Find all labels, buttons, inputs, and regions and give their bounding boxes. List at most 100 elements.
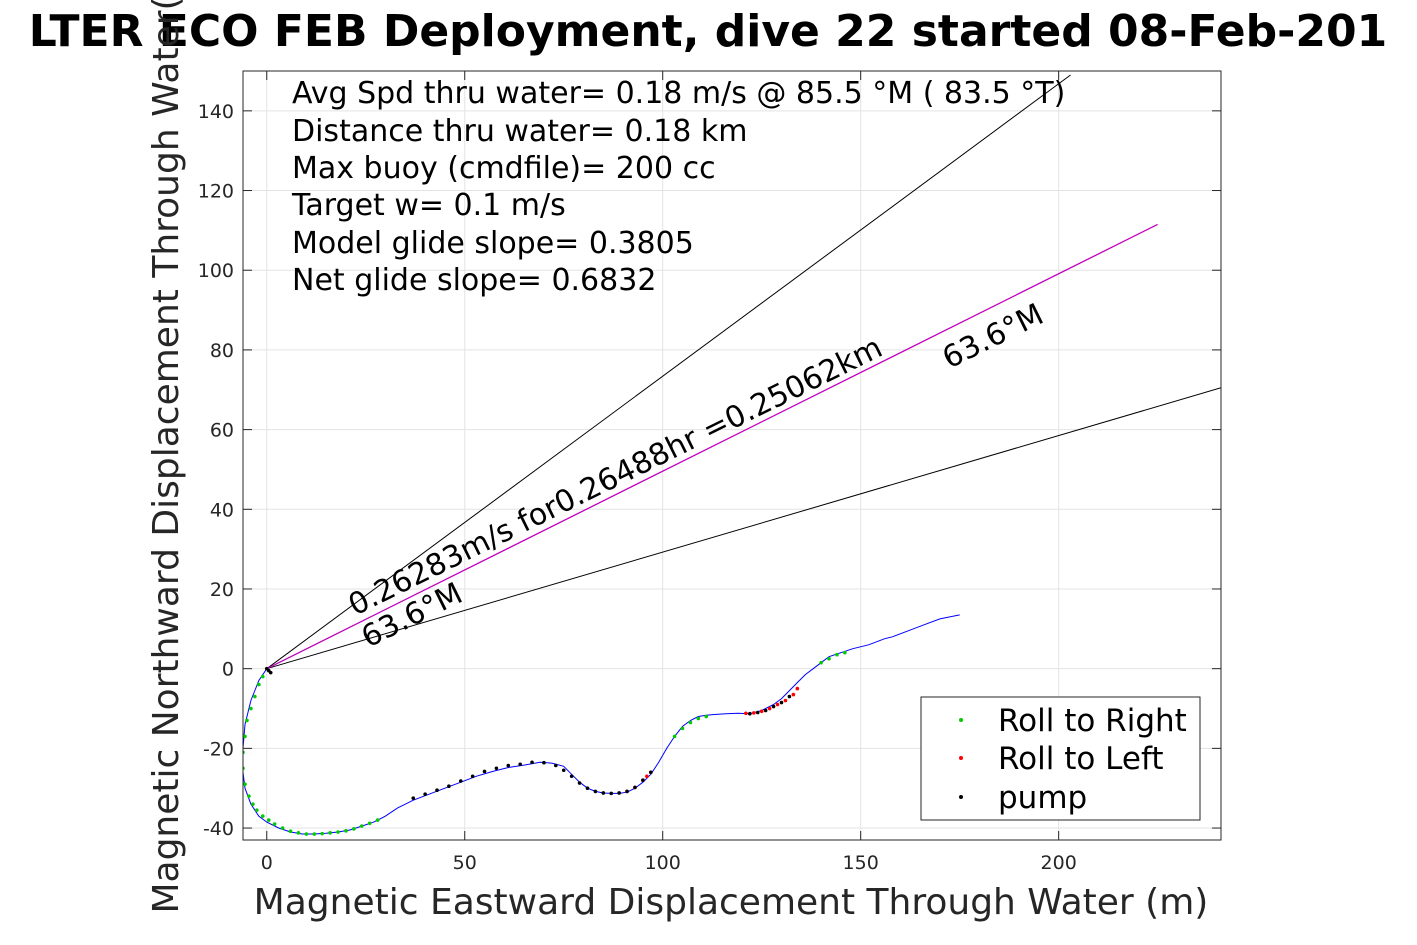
info-avg-speed: Avg Spd thru water= 0.18 m/s @ 85.5 °M (… xyxy=(292,76,1065,111)
roll-right-point xyxy=(255,808,259,812)
pump-point xyxy=(649,770,653,775)
y-tick-label: -40 xyxy=(203,818,234,840)
pump-point xyxy=(411,796,416,800)
roll-right-point xyxy=(243,734,247,739)
roll-right-point xyxy=(245,718,249,723)
roll-left-point xyxy=(795,686,800,691)
roll-right-point xyxy=(375,818,380,822)
roll-right-point xyxy=(253,694,257,699)
roll-right-point xyxy=(304,832,309,836)
pump-point xyxy=(447,784,451,789)
y-tick-label: 40 xyxy=(210,499,234,521)
legend-marker-roll-left xyxy=(959,756,963,760)
roll-right-point xyxy=(296,831,301,835)
roll-left-point xyxy=(783,698,788,703)
roll-right-point xyxy=(243,782,247,787)
grid-lines xyxy=(243,71,1221,840)
pump-point xyxy=(530,760,534,765)
roll-right-point xyxy=(827,656,831,661)
roll-right-point xyxy=(835,652,839,657)
legend-label-roll-right: Roll to Right xyxy=(998,703,1187,739)
cone-line-upper xyxy=(266,74,1071,670)
legend: Roll to Right Roll to Left pump xyxy=(920,696,1201,821)
x-axis-title: Magnetic Eastward Displacement Through W… xyxy=(254,882,1209,923)
roll-right-point xyxy=(251,802,255,806)
pump-point xyxy=(470,774,475,779)
pump-point xyxy=(748,711,752,716)
pump-point xyxy=(494,766,499,771)
roll-left-point xyxy=(775,702,780,707)
pump-point xyxy=(458,779,463,783)
roll-right-point xyxy=(249,706,253,711)
roll-right-point xyxy=(280,826,285,830)
pump-point xyxy=(779,700,784,705)
y-tick-label: 140 xyxy=(198,101,234,123)
pump-point xyxy=(506,763,511,768)
pump-point xyxy=(617,791,621,795)
pump-point xyxy=(423,792,427,796)
chart-title: LTER ECO FEB Deployment, dive 22 started… xyxy=(29,6,1387,57)
pump-point xyxy=(609,791,614,796)
pump-point xyxy=(268,670,273,675)
pump-point xyxy=(763,708,768,713)
legend-box xyxy=(920,696,1201,821)
x-tick-label: 0 xyxy=(261,852,273,874)
x-tick-label: 200 xyxy=(1041,852,1077,874)
x-tick-label: 100 xyxy=(645,852,681,874)
cone-line-lower xyxy=(266,387,1221,670)
pump-point xyxy=(787,694,792,699)
roll-right-point xyxy=(367,821,372,826)
pump-point xyxy=(561,768,566,773)
info-max-buoy: Max buoy (cmdfile)= 200 cc xyxy=(292,151,716,186)
y-tick-label: 120 xyxy=(198,181,234,203)
axis-ticks: 0 50 100 150 200 -40 -20 0 20 40 60 80 100 120 140 xyxy=(198,71,1221,874)
roll-right-point xyxy=(257,682,261,687)
pump-point xyxy=(482,769,487,774)
roll-right-point xyxy=(352,827,356,831)
legend-label-pump: pump xyxy=(998,780,1087,816)
roll-right-point xyxy=(247,794,251,798)
roll-right-point xyxy=(312,832,317,836)
pump-point xyxy=(755,710,760,715)
y-tick-label: 20 xyxy=(210,579,234,601)
pump-point xyxy=(625,789,629,794)
roll-right-point xyxy=(266,818,271,822)
pump-point xyxy=(542,760,546,765)
roll-right-point xyxy=(359,824,364,828)
pump-point xyxy=(435,788,439,792)
roll-right-point xyxy=(688,720,693,725)
roll-left-point xyxy=(744,711,748,716)
info-block: Avg Spd thru water= 0.18 m/s @ 85.5 °M (… xyxy=(291,76,1065,298)
pump-point xyxy=(771,704,776,709)
x-tick-label: 50 xyxy=(453,852,477,874)
roll-right-point xyxy=(260,814,265,818)
glider-track-line xyxy=(243,614,960,835)
roll-right-point xyxy=(272,822,277,826)
y-tick-label: 100 xyxy=(198,260,234,282)
roll-right-point xyxy=(328,831,332,835)
plot-frame xyxy=(242,70,1222,841)
y-tick-label: 60 xyxy=(210,420,234,442)
roll-right-point xyxy=(704,714,709,719)
y-tick-label: 80 xyxy=(210,340,234,362)
roll-right-point xyxy=(344,829,348,833)
roll-right-point xyxy=(696,716,701,721)
info-net-glide-slope: Net glide slope= 0.6832 xyxy=(292,263,656,298)
roll-right-point xyxy=(680,726,685,731)
pump-point xyxy=(593,789,598,794)
roll-right-point xyxy=(336,830,340,834)
roll-right-point xyxy=(288,829,293,834)
roll-right-point xyxy=(672,734,677,739)
pump-point xyxy=(641,778,645,783)
pump-point xyxy=(577,781,582,785)
roll-left-point xyxy=(759,709,764,714)
roll-right-point xyxy=(819,660,823,665)
legend-marker-roll-right xyxy=(959,718,963,722)
y-tick-label: 0 xyxy=(222,659,234,681)
roll-right-point xyxy=(843,650,847,655)
roll-left-point xyxy=(791,692,796,697)
data-layer xyxy=(243,74,1221,836)
info-target-w: Target w= 0.1 m/s xyxy=(291,188,566,223)
pump-point xyxy=(633,785,637,790)
